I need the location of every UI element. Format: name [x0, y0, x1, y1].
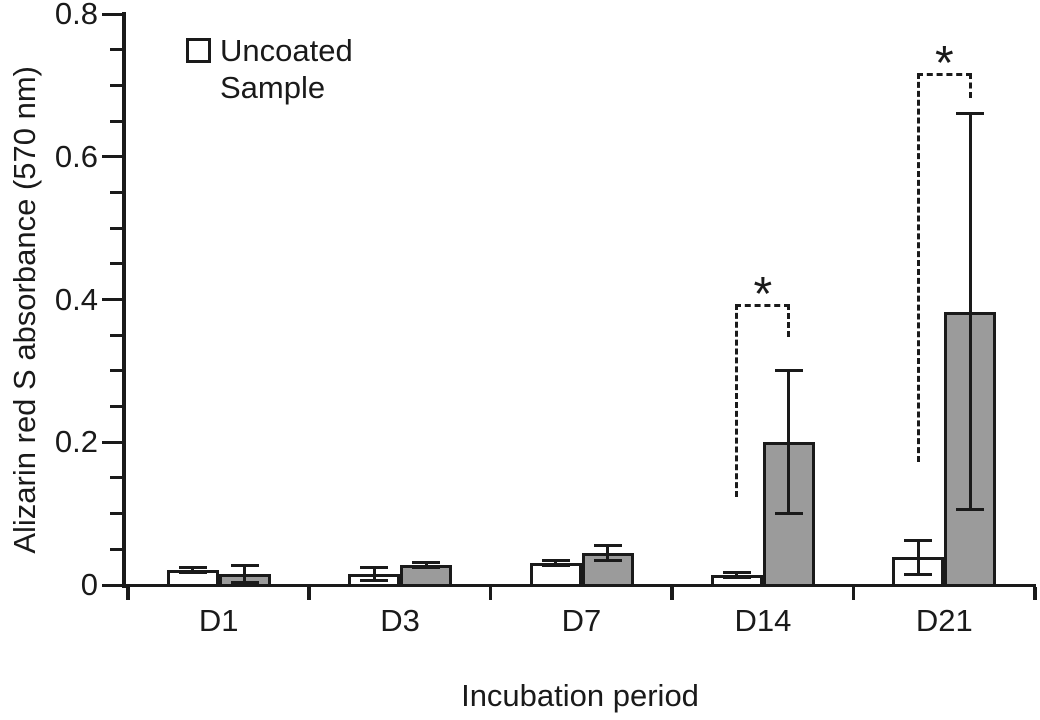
- x-axis-line: [122, 583, 1036, 587]
- legend-label: Uncoated Sample: [220, 32, 353, 106]
- sig-bracket-right-leg-D14: [787, 303, 791, 337]
- x-tick-label-D7: D7: [561, 603, 602, 638]
- error-cap-top-D21-s0: [904, 538, 933, 542]
- sig-bracket-top-D21: [916, 72, 972, 76]
- y-minor-tick-0.35: [110, 333, 122, 337]
- x-boundary-tick-0: [126, 587, 130, 600]
- y-minor-tick-0.75: [110, 48, 122, 52]
- y-minor-tick-0.25: [110, 405, 122, 409]
- y-minor-tick-0.3: [110, 369, 122, 373]
- error-cap-top-D1-s0: [178, 565, 207, 569]
- y-minor-tick-0.15: [110, 476, 122, 480]
- x-boundary-tick-4: [851, 587, 856, 600]
- x-tick-label-D14: D14: [734, 603, 792, 638]
- error-bar-D7-s1: [606, 545, 609, 560]
- y-major-tick-0.2: [102, 440, 122, 444]
- error-cap-top-D14-s1: [774, 369, 803, 373]
- error-bar-D14-s1: [787, 370, 791, 514]
- sig-bracket-right-leg-D21: [968, 72, 972, 99]
- error-bar-D14-s0: [735, 572, 739, 578]
- error-cap-top-D7-s1: [593, 544, 622, 548]
- y-major-tick-0.4: [102, 298, 122, 301]
- y-tick-label-0.8: 0.8: [54, 0, 98, 31]
- y-axis-line: [122, 12, 126, 588]
- y-minor-tick-0.1: [110, 512, 122, 516]
- y-tick-label-0.2: 0.2: [54, 424, 98, 460]
- error-cap-bottom-D21-s0: [904, 572, 933, 576]
- error-cap-bottom-D1-s0: [178, 571, 207, 575]
- y-tick-label-0.6: 0.6: [54, 138, 98, 174]
- x-tick-label-D1: D1: [198, 603, 239, 638]
- error-bar-D1-s1: [243, 565, 247, 583]
- x-tick-label-D3: D3: [380, 603, 420, 638]
- error-cap-bottom-D7-s1: [593, 558, 622, 562]
- error-bar-D21-s1: [968, 113, 972, 510]
- error-cap-bottom-D14-s0: [722, 575, 751, 579]
- error-cap-bottom-D1-s1: [230, 580, 259, 584]
- sig-bracket-left-leg-D21: [916, 72, 920, 462]
- error-bar-D3-s1: [424, 562, 428, 568]
- x-boundary-tick-3: [670, 587, 674, 600]
- error-cap-top-D3-s0: [360, 565, 389, 569]
- error-cap-top-D7-s0: [541, 559, 570, 563]
- y-major-tick-0: [102, 583, 122, 587]
- y-minor-tick-0.45: [110, 262, 122, 266]
- error-cap-bottom-D3-s1: [412, 566, 441, 570]
- y-tick-label-0: 0: [80, 567, 98, 602]
- y-minor-tick-0.55: [110, 190, 122, 194]
- legend: Uncoated Sample: [186, 32, 353, 106]
- error-cap-top-D1-s1: [230, 563, 259, 567]
- error-cap-top-D14-s0: [722, 571, 751, 575]
- error-cap-bottom-D7-s0: [541, 563, 570, 567]
- sig-bracket-left-leg-D14: [735, 303, 739, 498]
- y-tick-label-0.4: 0.4: [54, 281, 98, 317]
- x-boundary-tick-1: [307, 587, 311, 600]
- significance-asterisk-D14: *: [753, 267, 773, 321]
- x-tick-label-D21: D21: [915, 603, 973, 638]
- error-cap-bottom-D14-s1: [774, 512, 803, 516]
- x-boundary-tick-2: [488, 587, 493, 600]
- error-bar-D7-s0: [554, 560, 557, 565]
- y-minor-tick-0.65: [110, 119, 122, 123]
- y-major-tick-0.6: [102, 155, 122, 159]
- error-bar-D21-s0: [916, 540, 920, 575]
- error-cap-bottom-D21-s1: [956, 507, 985, 511]
- x-boundary-tick-5: [1033, 587, 1037, 600]
- error-cap-top-D3-s1: [412, 560, 441, 564]
- error-bar-D1-s0: [191, 567, 195, 573]
- y-minor-tick-0.5: [110, 226, 122, 230]
- x-axis-title: Incubation period: [461, 678, 699, 713]
- error-bar-D3-s0: [372, 567, 376, 580]
- significance-asterisk-D21: *: [934, 36, 954, 90]
- open-square-icon: [186, 38, 211, 63]
- legend-label-line1: Uncoated: [220, 33, 353, 68]
- error-cap-top-D21-s1: [956, 112, 985, 116]
- error-cap-bottom-D3-s0: [360, 578, 389, 582]
- y-minor-tick-0.05: [110, 547, 122, 551]
- legend-label-line2: Sample: [220, 70, 326, 105]
- y-major-tick-0.8: [102, 12, 122, 16]
- y-minor-tick-0.7: [110, 83, 122, 87]
- sig-bracket-top-D14: [735, 303, 791, 307]
